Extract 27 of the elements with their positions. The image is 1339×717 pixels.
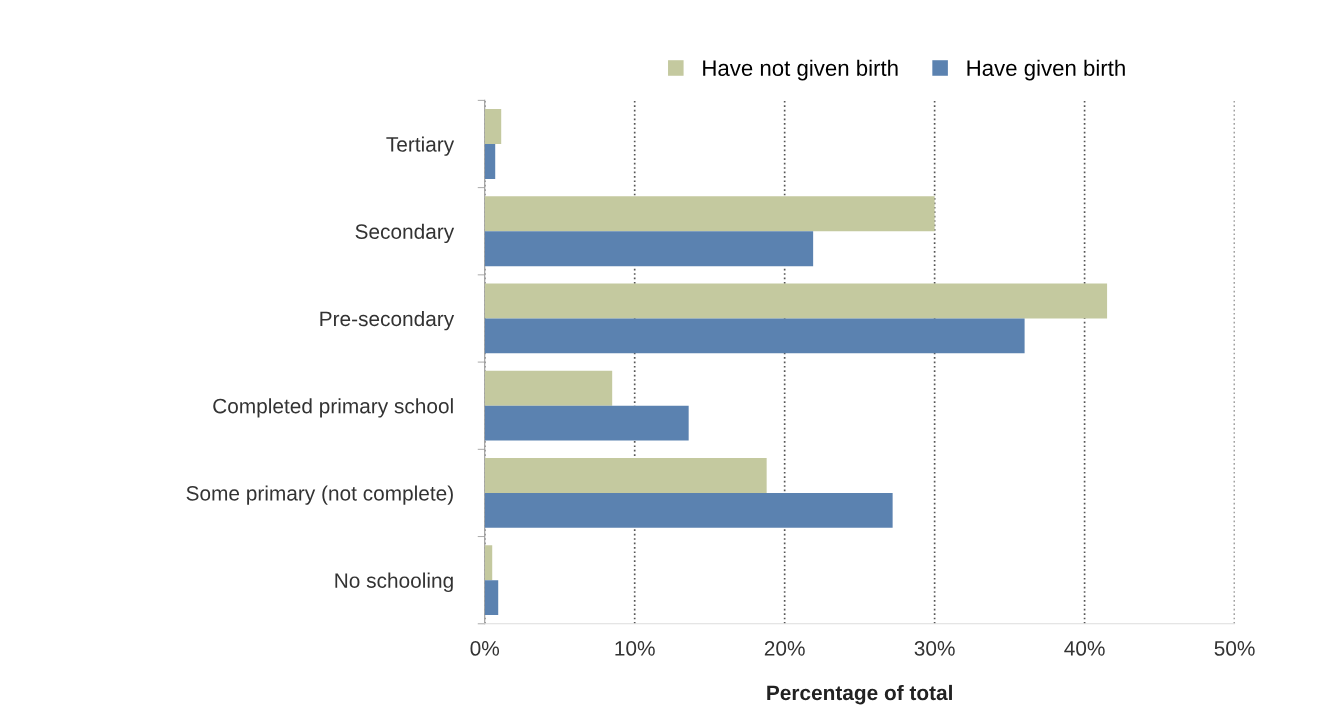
y-tick-label: Tertiary [386, 136, 455, 156]
x-tick-label: 20% [764, 641, 805, 656]
x-axis-title: Percentage of total [767, 684, 952, 705]
bar [484, 458, 767, 493]
bar [484, 405, 689, 441]
bar [484, 196, 935, 232]
x-tick-label: 50% [1214, 641, 1255, 656]
y-tick-label: Pre-secondary [320, 310, 455, 331]
bar [484, 492, 893, 528]
y-tick-label: Secondary [355, 223, 455, 244]
y-tick-label: No schooling [335, 572, 453, 593]
bar [484, 144, 496, 179]
bar [484, 318, 1025, 354]
bar [484, 370, 613, 406]
bar [484, 580, 499, 616]
bar [484, 109, 502, 144]
bar [484, 231, 814, 267]
y-tick-label: Some primary (not complete) [186, 485, 453, 505]
bar [484, 283, 1108, 319]
bar [484, 545, 493, 581]
x-tick-label: 30% [914, 641, 955, 656]
x-tick-label: 10% [615, 641, 655, 656]
x-tick-label: 0% [470, 641, 500, 656]
x-tick-label: 40% [1064, 641, 1105, 656]
legend-label: Have given birth [967, 59, 1125, 81]
y-tick-label: Completed primary school [213, 398, 453, 418]
legend-label: Have not given birth [703, 59, 898, 81]
